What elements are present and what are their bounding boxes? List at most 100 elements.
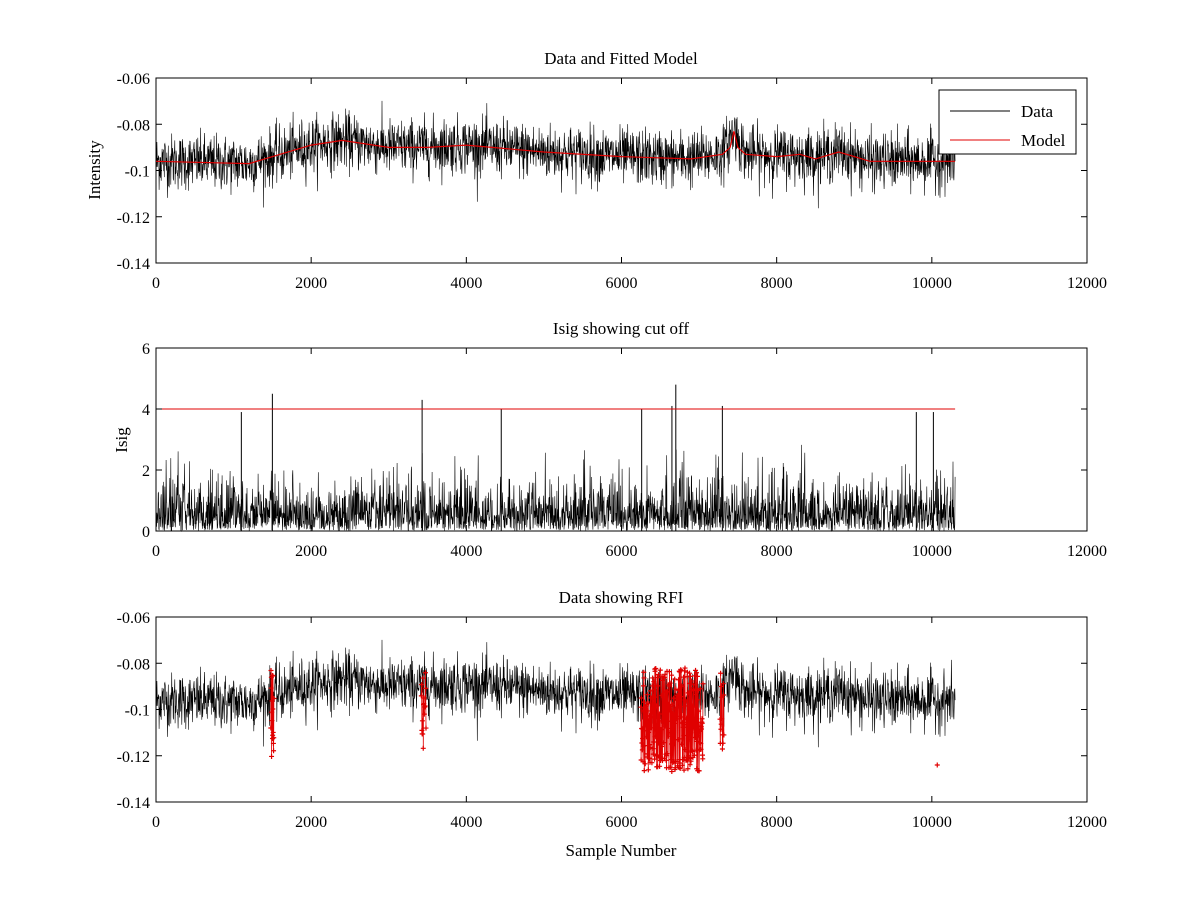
rfi-marker [688, 673, 694, 679]
rfi-marker [657, 667, 663, 673]
rfi-marker [419, 682, 425, 688]
rfi-marker [670, 760, 676, 766]
chart-title: Data and Fitted Model [544, 49, 698, 68]
x-tick-label: 8000 [761, 814, 793, 831]
plot-area [155, 77, 1088, 264]
series-isig-line [155, 444, 956, 532]
rfi-marker [642, 761, 648, 767]
rfi-marker [651, 687, 657, 693]
rfi-marker [661, 718, 667, 724]
rfi-marker [650, 751, 656, 757]
chart-title: Isig showing cut off [553, 319, 689, 338]
rfi-marker [419, 718, 425, 724]
rfi-marker [651, 739, 657, 745]
rfi-marker [643, 722, 649, 728]
rfi-marker [649, 709, 655, 715]
rfi-marker [668, 718, 674, 724]
rfi-marker [681, 754, 687, 760]
rfi-marker [718, 670, 724, 676]
x-tick-label: 4000 [450, 275, 482, 292]
y-tick-label: -0.06 [117, 71, 150, 88]
rfi-trace [640, 668, 704, 772]
rfi-marker [672, 706, 678, 712]
rfi-marker [685, 690, 691, 696]
rfi-marker [268, 667, 274, 673]
rfi-marker [682, 747, 688, 753]
rfi-marker [268, 725, 274, 731]
rfi-marker [653, 666, 659, 672]
rfi-marker [678, 714, 684, 720]
rfi-marker [687, 670, 693, 676]
rfi-marker [677, 704, 683, 710]
x-tick-label: 4000 [450, 543, 482, 560]
rfi-marker [671, 712, 677, 718]
rfi-marker [689, 704, 695, 710]
rfi-marker [423, 725, 429, 731]
rfi-marker [650, 675, 656, 681]
rfi-marker [698, 741, 704, 747]
panel-data-and-model: 0 2000 4000 6000 8000 10000 12000 -0.06 -0.08 -0.… [85, 49, 1107, 292]
rfi-marker [680, 724, 686, 730]
rfi-marker [645, 718, 651, 724]
rfi-marker [697, 740, 703, 746]
y-tick-label: 0 [142, 524, 150, 541]
rfi-marker [686, 707, 692, 713]
series-layer [155, 384, 956, 532]
rfi-marker [692, 722, 698, 728]
x-tick-label: 0 [152, 814, 160, 831]
legend-box [938, 89, 1077, 155]
rfi-marker [661, 740, 667, 746]
rfi-marker [656, 740, 662, 746]
rfi-marker [684, 722, 690, 728]
rfi-marker [681, 733, 687, 739]
rfi-marker [692, 735, 698, 741]
rfi-marker [671, 720, 677, 726]
rfi-marker [677, 760, 683, 766]
rfi-marker [674, 693, 680, 699]
rfi-marker [647, 688, 653, 694]
y-axis-label: Isig [112, 427, 131, 453]
y-tick-label: 6 [142, 341, 150, 358]
rfi-marker [673, 686, 679, 692]
series-layer [155, 639, 956, 775]
rfi-marker [719, 683, 725, 689]
rfi-marker [674, 713, 680, 719]
rfi-marker [644, 692, 650, 698]
series-model-line [155, 131, 956, 165]
y-tick-label: -0.06 [117, 610, 150, 627]
rfi-marker [675, 737, 681, 743]
legend: Data Model [938, 89, 1077, 155]
rfi-marker [687, 762, 693, 768]
rfi-marker [638, 695, 644, 701]
rfi-marker [679, 762, 685, 768]
rfi-marker [655, 672, 661, 678]
rfi-marker [271, 696, 277, 702]
x-tick-label: 2000 [295, 814, 327, 831]
rfi-marker [695, 732, 701, 738]
rfi-marker [641, 675, 647, 681]
rfi-marker [721, 692, 727, 698]
y-tick-label: -0.14 [117, 256, 150, 273]
rfi-marker [649, 683, 655, 689]
rfi-marker [420, 675, 426, 681]
rfi-marker [647, 745, 653, 751]
rfi-marker [676, 677, 682, 683]
rfi-marker [934, 762, 940, 768]
rfi-marker [659, 744, 665, 750]
x-tick-label: 0 [152, 275, 160, 292]
rfi-marker [657, 763, 663, 769]
rfi-marker [672, 676, 678, 682]
rfi-marker [681, 767, 687, 773]
series-data-line [155, 100, 956, 209]
ticks-layer: 0 2000 4000 6000 8000 10000 12000 0 2 4 6 [142, 341, 1107, 560]
panel-data-rfi: 0 2000 4000 6000 8000 10000 12000 -0.06 -0.08 -0.… [117, 588, 1107, 860]
x-tick-label: 8000 [761, 543, 793, 560]
rfi-marker [669, 769, 675, 775]
rfi-marker [646, 755, 652, 761]
x-axis-label: Sample Number [566, 841, 677, 860]
rfi-marker [641, 768, 647, 774]
rfi-marker [650, 693, 656, 699]
rfi-marker [648, 725, 654, 731]
ticks-layer: 0 2000 4000 6000 8000 10000 12000 -0.06 -0.08 -0.… [117, 71, 1107, 292]
